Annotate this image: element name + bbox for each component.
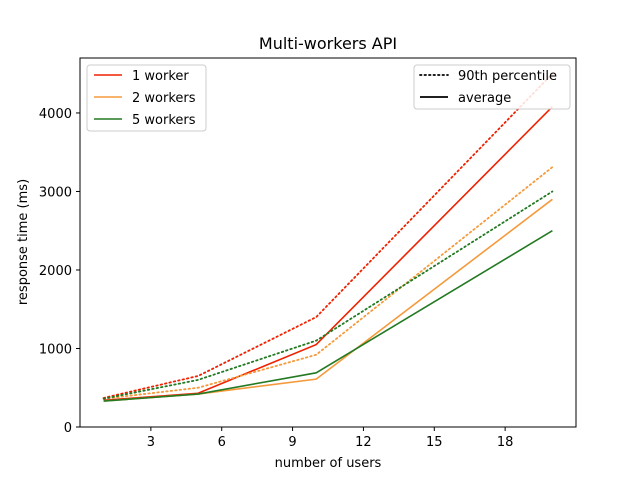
x-tick-label: 18	[497, 435, 514, 450]
legend-style-label: average	[458, 91, 511, 106]
legend-line-style-frame	[413, 64, 571, 110]
y-tick-label: 2000	[39, 264, 72, 279]
legend-workers-entries: 1 worker 2 workers 5 workers	[94, 69, 196, 128]
y-tick-label: 3000	[39, 185, 72, 200]
series-line-1-worker-p90	[102, 72, 554, 399]
x-tick-label: 9	[288, 435, 296, 450]
x-axis-label: number of users	[275, 456, 382, 471]
series-line-5-workers-average	[103, 230, 553, 402]
y-tick-label: 4000	[39, 107, 72, 122]
legend-label: 2 workers	[132, 91, 196, 106]
x-tick-label: 12	[355, 435, 372, 450]
legend-label: 1 worker	[132, 69, 189, 84]
plot-frame	[79, 57, 577, 428]
legend-style-label: 90th percentile	[458, 69, 557, 84]
y-axis-ticks: 0 1000 2000 3000 4000	[39, 107, 80, 436]
x-tick-label: 15	[426, 435, 443, 450]
series-line-2-workers-p90	[102, 166, 554, 400]
legend-label: 5 workers	[132, 113, 196, 128]
x-tick-label: 6	[218, 435, 226, 450]
x-axis-ticks: 3 6 9 12 15 18	[147, 427, 514, 450]
series-layer	[102, 72, 554, 402]
y-tick-label: 0	[64, 421, 72, 436]
legend-workers: 1 worker 2 workers 5 workers	[86, 64, 207, 132]
x-tick-label: 3	[147, 435, 155, 450]
series-line-5-workers-p90	[102, 190, 554, 400]
y-tick-label: 1000	[39, 342, 72, 357]
legend-workers-frame	[86, 64, 207, 132]
y-axis-label: response time (ms)	[16, 179, 31, 305]
legend-line-style: 90th percentile average	[413, 64, 571, 110]
legend-style-entries: 90th percentile average	[419, 69, 557, 106]
chart-title: Multi-workers API	[259, 34, 397, 53]
